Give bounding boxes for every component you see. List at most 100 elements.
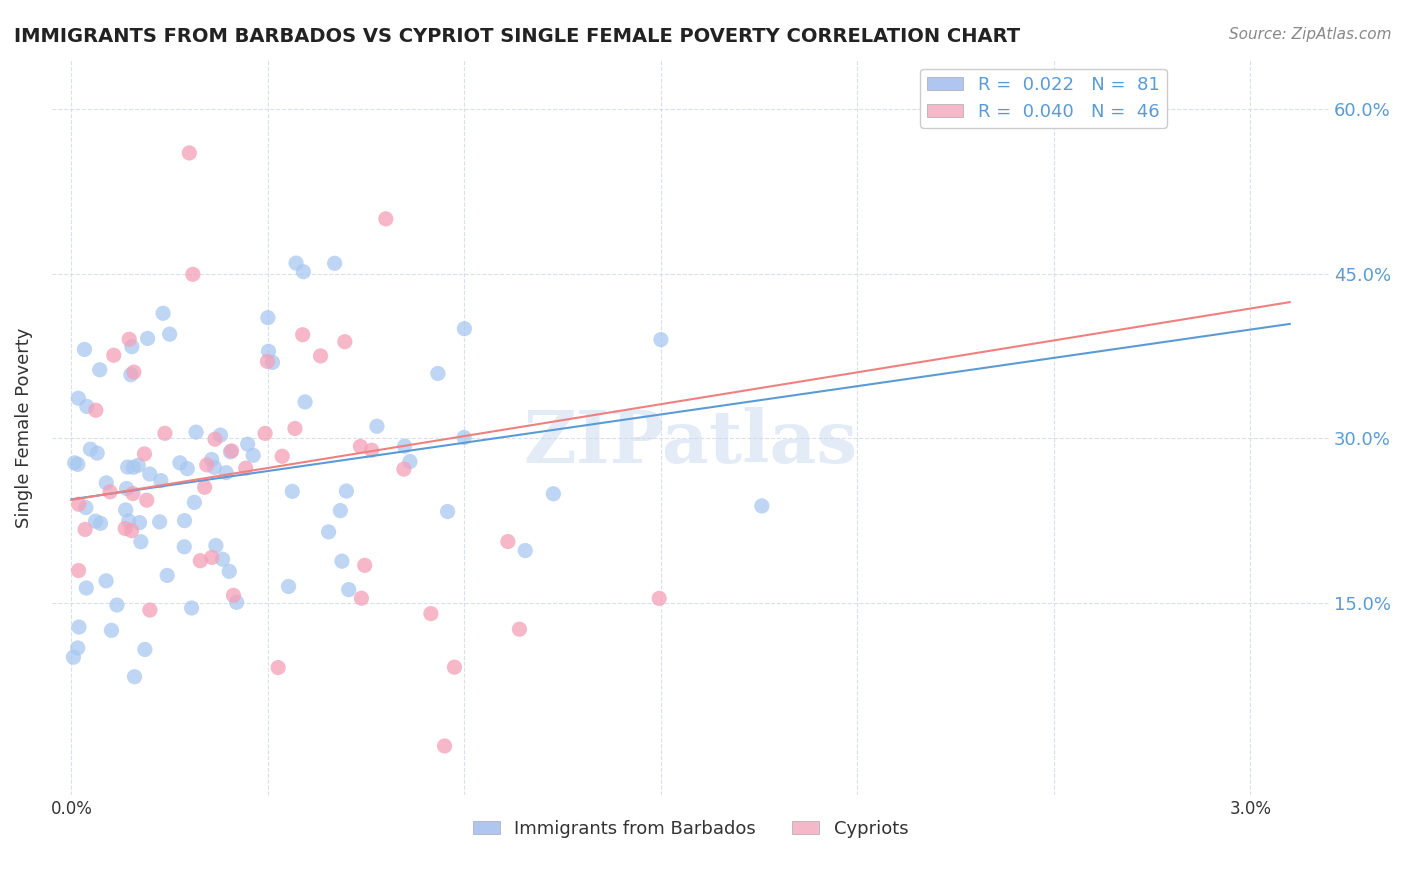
Point bbox=[136, 331, 159, 345]
Point bbox=[329, 503, 352, 517]
Point bbox=[121, 524, 143, 538]
Point bbox=[201, 550, 224, 565]
Point bbox=[453, 430, 475, 444]
Point bbox=[153, 426, 176, 441]
Point bbox=[66, 458, 89, 472]
Point bbox=[105, 598, 128, 612]
Point bbox=[374, 211, 396, 226]
Point bbox=[122, 365, 145, 379]
Point bbox=[284, 421, 307, 435]
Point bbox=[63, 456, 86, 470]
Point bbox=[294, 395, 316, 409]
Point bbox=[309, 349, 332, 363]
Point bbox=[75, 500, 97, 515]
Point bbox=[195, 458, 218, 472]
Point bbox=[751, 499, 773, 513]
Text: Source: ZipAtlas.com: Source: ZipAtlas.com bbox=[1229, 27, 1392, 42]
Point bbox=[152, 306, 174, 320]
Point bbox=[205, 539, 228, 553]
Point bbox=[292, 265, 315, 279]
Point bbox=[335, 484, 357, 499]
Point bbox=[221, 443, 243, 458]
Point bbox=[127, 458, 149, 473]
Point bbox=[159, 327, 181, 342]
Point bbox=[103, 348, 125, 362]
Point bbox=[350, 591, 373, 606]
Point bbox=[76, 400, 98, 414]
Point bbox=[277, 579, 299, 593]
Point bbox=[318, 524, 340, 539]
Point bbox=[84, 514, 107, 528]
Point bbox=[120, 368, 142, 382]
Point bbox=[121, 340, 143, 354]
Point bbox=[156, 568, 179, 582]
Point bbox=[218, 565, 240, 579]
Point bbox=[67, 391, 90, 405]
Point bbox=[98, 484, 121, 499]
Point bbox=[135, 493, 157, 508]
Point bbox=[149, 474, 172, 488]
Point bbox=[118, 332, 141, 346]
Y-axis label: Single Female Poverty: Single Female Poverty bbox=[15, 327, 32, 528]
Point bbox=[115, 482, 138, 496]
Point bbox=[114, 521, 136, 535]
Point bbox=[62, 650, 84, 665]
Point bbox=[281, 484, 304, 499]
Point bbox=[360, 443, 382, 458]
Point bbox=[235, 461, 257, 475]
Point bbox=[122, 460, 145, 475]
Point bbox=[75, 523, 97, 537]
Point bbox=[366, 419, 388, 434]
Point bbox=[271, 450, 294, 464]
Point bbox=[180, 601, 202, 615]
Point bbox=[225, 595, 247, 609]
Point bbox=[257, 310, 280, 325]
Point bbox=[291, 327, 314, 342]
Point bbox=[209, 428, 232, 442]
Point bbox=[236, 437, 259, 451]
Point bbox=[149, 515, 172, 529]
Point bbox=[443, 660, 465, 674]
Point bbox=[139, 603, 162, 617]
Point bbox=[173, 514, 195, 528]
Point bbox=[67, 620, 90, 634]
Point bbox=[183, 495, 205, 509]
Text: ZIPatlas: ZIPatlas bbox=[523, 407, 858, 478]
Point bbox=[86, 446, 108, 460]
Point bbox=[353, 558, 375, 573]
Point bbox=[204, 432, 226, 446]
Legend: Immigrants from Barbados, Cypriots: Immigrants from Barbados, Cypriots bbox=[465, 813, 915, 846]
Point bbox=[176, 461, 198, 475]
Point bbox=[496, 534, 519, 549]
Point bbox=[173, 540, 195, 554]
Point bbox=[543, 487, 565, 501]
Point bbox=[222, 588, 245, 602]
Point bbox=[84, 403, 107, 417]
Point bbox=[333, 334, 356, 349]
Point bbox=[188, 554, 211, 568]
Point bbox=[139, 467, 162, 481]
Point bbox=[118, 514, 141, 528]
Point bbox=[75, 581, 97, 595]
Point bbox=[94, 574, 117, 588]
Point bbox=[202, 460, 225, 475]
Point bbox=[179, 145, 201, 160]
Point bbox=[96, 475, 118, 490]
Point bbox=[323, 256, 346, 270]
Point bbox=[134, 642, 156, 657]
Point bbox=[242, 448, 264, 462]
Point bbox=[89, 516, 111, 531]
Point bbox=[436, 504, 458, 518]
Point bbox=[256, 354, 278, 368]
Point bbox=[433, 739, 456, 753]
Point bbox=[508, 622, 530, 636]
Point bbox=[122, 486, 145, 500]
Point bbox=[124, 670, 146, 684]
Point bbox=[79, 442, 101, 457]
Point bbox=[134, 447, 156, 461]
Point bbox=[89, 363, 111, 377]
Point bbox=[184, 425, 207, 439]
Point bbox=[129, 534, 152, 549]
Point bbox=[117, 460, 139, 475]
Point bbox=[169, 456, 191, 470]
